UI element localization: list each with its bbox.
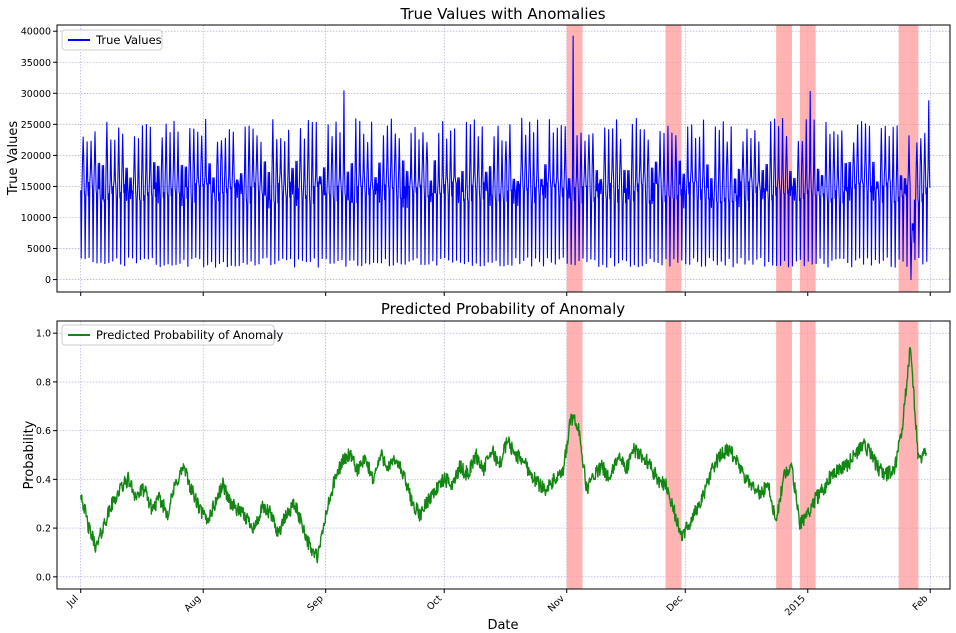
bottom-legend: Predicted Probability of Anomaly bbox=[61, 324, 283, 346]
bottom-xtick-label-5: Dec bbox=[665, 593, 686, 614]
bottom-ytick-label-5: 1.0 bbox=[36, 329, 51, 340]
top-y-ticks: 0 5000 10000 15000 20000 25000 30000 35000 40000 bbox=[21, 27, 57, 286]
top-series-layer bbox=[80, 35, 931, 281]
top-x-ticks bbox=[80, 292, 931, 296]
bottom-legend-label: Predicted Probability of Anomaly bbox=[96, 328, 283, 342]
top-ytick-label-5: 25000 bbox=[21, 120, 51, 131]
probability-line bbox=[80, 346, 927, 564]
top-y-axis-label: True Values bbox=[6, 121, 21, 196]
bottom-y-axis-label: Probability bbox=[22, 420, 37, 489]
top-ytick-label-1: 5000 bbox=[27, 244, 51, 255]
top-chart-title: True Values with Anomalies bbox=[399, 5, 605, 23]
bottom-xtick-label-2: Sep bbox=[305, 593, 325, 613]
top-ytick-label-0: 0 bbox=[45, 275, 51, 286]
top-ytick-label-6: 30000 bbox=[21, 89, 51, 100]
bottom-xtick-label-3: Oct bbox=[425, 593, 445, 613]
top-ytick-label-4: 20000 bbox=[21, 151, 51, 162]
top-ytick-label-7: 35000 bbox=[21, 58, 51, 69]
top-legend-box bbox=[61, 29, 163, 51]
bottom-anomaly-band-1 bbox=[665, 321, 682, 589]
bottom-series-layer bbox=[80, 346, 927, 564]
bottom-anomaly-band-0 bbox=[566, 321, 583, 589]
bottom-legend-box bbox=[61, 324, 275, 346]
bottom-ytick-label-3: 0.6 bbox=[36, 426, 51, 437]
bottom-xtick-label-7: Feb bbox=[911, 593, 931, 613]
bottom-xtick-label-6: 2015 bbox=[783, 593, 808, 618]
true-values-line bbox=[80, 35, 931, 281]
top-ytick-label-3: 15000 bbox=[21, 182, 51, 193]
bottom-chart-title: Predicted Probability of Anomaly bbox=[381, 300, 625, 318]
top-plot-frame bbox=[56, 24, 951, 293]
top-legend: True Values bbox=[61, 29, 163, 51]
bottom-ytick-label-0: 0.0 bbox=[36, 572, 51, 583]
bottom-x-axis-label: Date bbox=[487, 618, 518, 633]
true-values-panel: True Values with Anomalies True Values 0… bbox=[6, 5, 951, 296]
top-legend-label: True Values bbox=[95, 33, 162, 47]
bottom-xtick-label-1: Aug bbox=[182, 593, 203, 614]
bottom-y-ticks: 0.0 0.2 0.4 0.6 0.8 1.0 bbox=[36, 329, 57, 583]
bottom-xtick-label-0: Jul bbox=[64, 593, 81, 610]
bottom-ytick-label-4: 0.8 bbox=[36, 377, 51, 388]
top-ytick-label-8: 40000 bbox=[21, 27, 51, 38]
top-ytick-label-2: 10000 bbox=[21, 213, 51, 224]
bottom-x-ticks: Jul Aug Sep Oct Nov Dec 2015 Feb bbox=[64, 589, 931, 618]
bottom-anomaly-band-2 bbox=[776, 321, 792, 589]
probability-panel: Predicted Probability of Anomaly Probabi… bbox=[22, 300, 951, 633]
bottom-anomaly-band-3 bbox=[799, 321, 816, 589]
bottom-ytick-label-2: 0.4 bbox=[36, 475, 51, 486]
bottom-plot-frame bbox=[56, 320, 951, 590]
bottom-xtick-label-4: Nov bbox=[546, 593, 567, 614]
bottom-ytick-label-1: 0.2 bbox=[36, 524, 51, 535]
